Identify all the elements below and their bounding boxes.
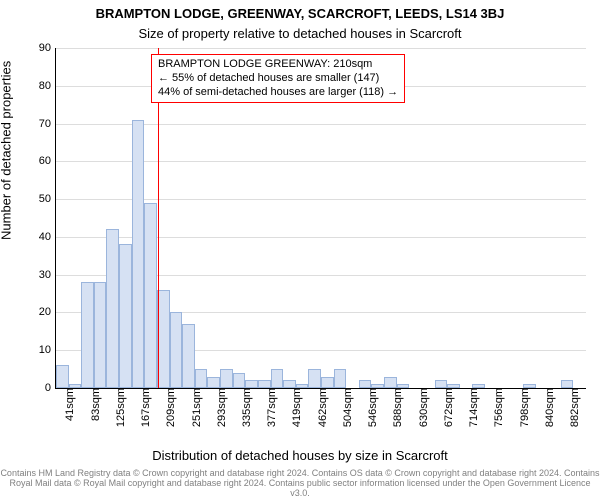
x-tick-label: 798sqm bbox=[517, 388, 531, 427]
x-tick-label: 588sqm bbox=[390, 388, 404, 427]
x-tick-label: 504sqm bbox=[340, 388, 354, 427]
histogram-bar bbox=[182, 324, 195, 388]
y-tick-label: 10 bbox=[39, 344, 56, 356]
copyright-footnote: Contains HM Land Registry data © Crown c… bbox=[0, 468, 600, 498]
y-tick-label: 90 bbox=[39, 42, 56, 54]
histogram-bar bbox=[94, 282, 107, 388]
histogram-bar bbox=[308, 369, 321, 388]
histogram-bar bbox=[56, 365, 69, 388]
x-tick-label: 335sqm bbox=[239, 388, 253, 427]
y-tick-label: 20 bbox=[39, 306, 56, 318]
histogram-bar bbox=[561, 380, 574, 388]
histogram-bar bbox=[157, 290, 170, 388]
histogram-bar bbox=[258, 380, 271, 388]
histogram-bar bbox=[359, 380, 372, 388]
legend-line: ← 55% of detached houses are smaller (14… bbox=[158, 72, 398, 86]
x-tick-label: 377sqm bbox=[264, 388, 278, 427]
histogram-bar bbox=[435, 380, 448, 388]
y-tick-label: 60 bbox=[39, 155, 56, 167]
histogram-bar bbox=[144, 203, 157, 388]
histogram-bar bbox=[220, 369, 233, 388]
chart-plot-area: 41sqm83sqm125sqm167sqm209sqm251sqm293sqm… bbox=[55, 48, 586, 389]
x-tick-label: 209sqm bbox=[163, 388, 177, 427]
histogram-bar bbox=[106, 229, 119, 388]
x-tick-label: 167sqm bbox=[138, 388, 152, 427]
histogram-bar bbox=[233, 373, 246, 388]
x-tick-label: 714sqm bbox=[466, 388, 480, 427]
x-tick-label: 41sqm bbox=[62, 388, 76, 421]
histogram-bar bbox=[81, 282, 94, 388]
page-title-line2: Size of property relative to detached ho… bbox=[0, 26, 600, 41]
x-tick-label: 293sqm bbox=[214, 388, 228, 427]
histogram-bar bbox=[321, 377, 334, 388]
legend-line: BRAMPTON LODGE GREENWAY: 210sqm bbox=[158, 58, 398, 72]
x-tick-label: 125sqm bbox=[113, 388, 127, 427]
histogram-bar bbox=[245, 380, 258, 388]
gridline bbox=[56, 48, 586, 49]
histogram-bar bbox=[132, 120, 145, 388]
x-axis-label: Distribution of detached houses by size … bbox=[0, 448, 600, 463]
x-tick-label: 462sqm bbox=[315, 388, 329, 427]
x-tick-label: 546sqm bbox=[365, 388, 379, 427]
histogram-bar bbox=[195, 369, 208, 388]
histogram-bar bbox=[283, 380, 296, 388]
histogram-bar bbox=[119, 244, 132, 388]
x-tick-label: 882sqm bbox=[567, 388, 581, 427]
histogram-bar bbox=[271, 369, 284, 388]
y-tick-label: 30 bbox=[39, 269, 56, 281]
histogram-bar bbox=[384, 377, 397, 388]
x-tick-label: 83sqm bbox=[88, 388, 102, 421]
y-tick-label: 40 bbox=[39, 231, 56, 243]
chart-legend-box: BRAMPTON LODGE GREENWAY: 210sqm← 55% of … bbox=[151, 54, 405, 103]
x-tick-label: 419sqm bbox=[289, 388, 303, 427]
y-tick-label: 50 bbox=[39, 193, 56, 205]
y-tick-label: 0 bbox=[45, 382, 56, 394]
y-tick-label: 70 bbox=[39, 118, 56, 130]
histogram-bar bbox=[334, 369, 347, 388]
x-tick-label: 251sqm bbox=[189, 388, 203, 427]
x-tick-label: 840sqm bbox=[542, 388, 556, 427]
histogram-bar bbox=[207, 377, 220, 388]
x-tick-label: 672sqm bbox=[441, 388, 455, 427]
x-tick-label: 630sqm bbox=[416, 388, 430, 427]
y-axis-label: Number of detached properties bbox=[0, 61, 14, 240]
y-tick-label: 80 bbox=[39, 80, 56, 92]
histogram-bar bbox=[170, 312, 183, 388]
legend-line: 44% of semi-detached houses are larger (… bbox=[158, 86, 398, 100]
x-tick-label: 756sqm bbox=[491, 388, 505, 427]
page-title-line1: BRAMPTON LODGE, GREENWAY, SCARCROFT, LEE… bbox=[0, 6, 600, 21]
